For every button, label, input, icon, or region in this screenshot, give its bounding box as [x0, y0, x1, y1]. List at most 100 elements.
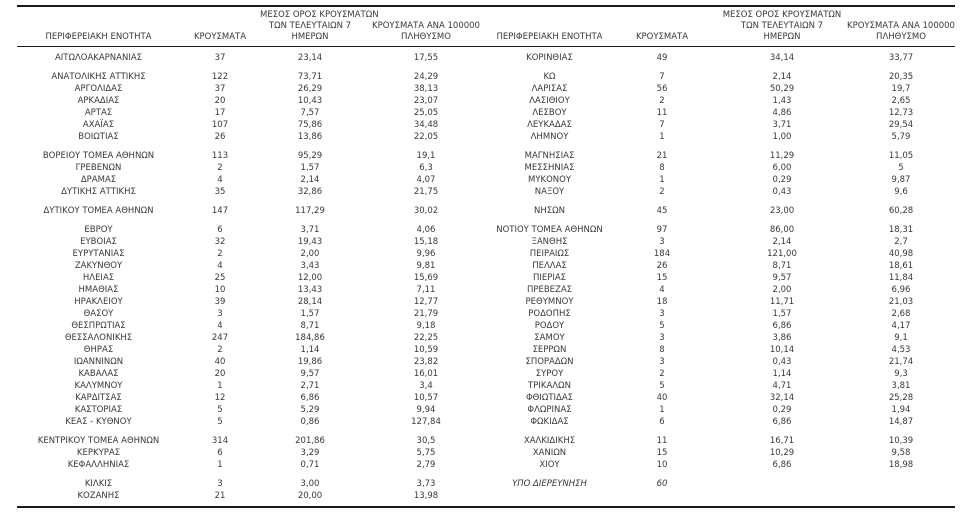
- avg7-cell: 2,14: [300, 175, 320, 185]
- region-cell: ΚΑΡΔΙΤΣΑΣ: [75, 393, 122, 403]
- cases-cell: 113: [211, 151, 229, 161]
- cases-cell: 5: [217, 417, 223, 427]
- cases-cell: 3: [659, 333, 665, 343]
- per100k-cell: 34,48: [413, 120, 439, 130]
- cases-cell: 10: [656, 460, 668, 470]
- avg7-cell: 1,14: [772, 369, 792, 379]
- header-per100k-line2: ΠΛΗΘΥΣΜΟ: [401, 32, 451, 42]
- avg7-cell: 201,86: [295, 436, 325, 446]
- per100k-cell: 3,73: [416, 479, 436, 489]
- per100k-cell: 9,94: [416, 405, 436, 415]
- per100k-cell: 17,55: [413, 53, 439, 63]
- cases-cell: 2: [217, 163, 223, 173]
- region-cell: ΛΑΣΙΘΙΟΥ: [529, 96, 570, 106]
- region-cell: [492, 490, 607, 507]
- per100k-cell: 9,3: [894, 369, 908, 379]
- avg7-cell: [717, 490, 847, 507]
- per100k-cell: [847, 490, 955, 507]
- per100k-cell: 11,05: [888, 151, 914, 161]
- per100k-cell: 22,25: [413, 333, 439, 343]
- table-row: ΓΡΕΒΕΝΩΝ 2 1,57 6,3 ΜΕΣΣΗΝΙΑΣ 8 6,00 5: [17, 162, 955, 174]
- region-cell: ΗΡΑΚΛΕΙΟΥ: [74, 297, 123, 307]
- cases-cell: 21: [656, 151, 668, 161]
- per100k-cell: 15,69: [413, 273, 439, 283]
- per100k-cell: 24,29: [413, 72, 439, 82]
- region-cell: ΘΑΣΟΥ: [83, 309, 114, 319]
- per100k-cell: 10,59: [413, 345, 439, 355]
- cases-cell: 11: [656, 108, 668, 118]
- avg7-cell: 6,86: [772, 460, 792, 470]
- region-cell: ΓΡΕΒΕΝΩΝ: [75, 163, 122, 173]
- header-cases-label: ΚΡΟΥΣΜΑΤΑ: [193, 32, 247, 42]
- cases-cell: 5: [217, 405, 223, 415]
- avg7-cell: 73,71: [297, 72, 323, 82]
- region-cell: ΤΡΙΚΑΛΩΝ: [528, 381, 571, 391]
- cases-cell: 40: [656, 393, 668, 403]
- per100k-cell: 20,35: [888, 72, 914, 82]
- per100k-cell: 2,65: [891, 96, 911, 106]
- cases-cell: [607, 490, 717, 507]
- per100k-cell: 13,98: [413, 491, 439, 501]
- avg7-cell: 8,71: [300, 321, 320, 331]
- avg7-cell: 13,86: [297, 132, 323, 142]
- region-cell: ΘΗΡΑΣ: [83, 345, 114, 355]
- avg7-cell: 26,29: [297, 84, 323, 94]
- header-avg7-line1: ΜΕΣΟΣ ΟΡΟΣ ΚΡΟΥΣΜΑΤΩΝ: [260, 10, 379, 20]
- spacer-cell: [17, 64, 955, 71]
- cases-cell: 4: [217, 261, 223, 271]
- header-region-left: ΠΕΡΙΦΕΡΕΙΑΚΗ ΕΝΟΤΗΤΑ: [17, 6, 180, 47]
- region-cell: ΠΕΙΡΑΙΩΣ: [529, 249, 570, 259]
- table-row: ΘΑΣΟΥ 3 1,57 21,79 ΡΟΔΟΠΗΣ 3 1,57 2,68: [17, 308, 955, 320]
- cases-cell: 21: [214, 491, 226, 501]
- per100k-cell: 127,84: [411, 417, 441, 427]
- spacer-row: [17, 143, 955, 150]
- region-cell: ΝΟΤΙΟΥ ΤΟΜΕΑ ΑΘΗΝΩΝ: [496, 225, 603, 235]
- spacer-row: [17, 198, 955, 205]
- header-avg7-right: ΜΕΣΟΣ ΟΡΟΣ ΚΡΟΥΣΜΑΤΩΝ ΤΩΝ ΤΕΛΕΥΤΑΙΩΝ 7 Η…: [717, 6, 847, 47]
- avg7-cell: 4,71: [772, 381, 792, 391]
- region-cell: ΛΕΥΚΑΔΑΣ: [527, 120, 572, 130]
- per100k-cell: 23,07: [413, 96, 439, 106]
- spacer-cell: [17, 428, 955, 435]
- header-per100k-left: ΚΡΟΥΣΜΑΤΑ ΑΝΑ 100000 ΠΛΗΘΥΣΜΟ: [360, 6, 492, 47]
- table-row: ΔΥΤΙΚΗΣ ΑΤΤΙΚΗΣ 35 32,86 21,75 ΝΑΞΟΥ 2 0,43 9,6: [17, 186, 955, 198]
- avg7-cell: 16,71: [769, 436, 795, 446]
- region-cell: ΣΑΜΟΥ: [534, 333, 565, 343]
- cases-cell: 3: [217, 309, 223, 319]
- table-row: ΔΥΤΙΚΟΥ ΤΟΜΕΑ ΑΘΗΝΩΝ 147 117,29 30,02 ΝΗΣΩΝ 4…: [17, 205, 955, 217]
- cases-cell: 1: [659, 132, 665, 142]
- avg7-cell: 9,57: [772, 273, 792, 283]
- avg7-cell: 6,86: [772, 417, 792, 427]
- spacer-row: [17, 471, 955, 478]
- table-row: ΚΑΣΤΟΡΙΑΣ 5 5,29 9,94 ΦΛΩΡΙΝΑΣ 1 0,29 1,94: [17, 404, 955, 416]
- per100k-cell: 19,1: [416, 151, 436, 161]
- per100k-cell: 16,01: [413, 369, 439, 379]
- region-cell: ΠΙΕΡΙΑΣ: [532, 273, 567, 283]
- region-cell: ΝΗΣΩΝ: [534, 206, 565, 216]
- table-row: ΗΡΑΚΛΕΙΟΥ 39 28,14 12,77 ΡΕΘΥΜΝΟΥ 18 11,71 21,0…: [17, 296, 955, 308]
- region-cell: ΑΡΚΑΔΙΑΣ: [77, 96, 120, 106]
- cases-cell: 2: [659, 187, 665, 197]
- per100k-cell: 5: [898, 163, 904, 173]
- per100k-cell: 21,74: [888, 357, 914, 367]
- cases-cell: 39: [214, 297, 226, 307]
- region-cell: ΚΕΑΣ - ΚΥΘΝΟΥ: [65, 417, 132, 427]
- cases-cell: 2: [217, 345, 223, 355]
- cases-cell: 26: [214, 132, 226, 142]
- per100k-cell: 11,84: [888, 273, 914, 283]
- region-cell: ΣΕΡΡΩΝ: [532, 345, 567, 355]
- avg7-cell: 4,86: [772, 108, 792, 118]
- per100k-cell: 14,87: [888, 417, 914, 427]
- region-cell: ΚΕΡΚΥΡΑΣ: [76, 448, 121, 458]
- table-row: ΚΕΡΚΥΡΑΣ 6 3,29 5,75 ΧΑΝΙΩΝ 15 10,29 9,58: [17, 447, 955, 459]
- table-row: ΚΑΒΑΛΑΣ 20 9,57 16,01 ΣΥΡΟΥ 2 1,14 9,3: [17, 368, 955, 380]
- avg7-cell: 3,00: [300, 479, 320, 489]
- cases-cell: 6: [217, 448, 223, 458]
- avg7-cell: 34,14: [769, 53, 795, 63]
- avg7-cell: [717, 478, 847, 490]
- region-cell: ΜΕΣΣΗΝΙΑΣ: [524, 163, 575, 173]
- table-row: ΚΑΛΥΜΝΟΥ 1 2,71 3,4 ΤΡΙΚΑΛΩΝ 5 4,71 3,81: [17, 380, 955, 392]
- spacer-cell: [17, 217, 955, 224]
- header-per100k-right: ΚΡΟΥΣΜΑΤΑ ΑΝΑ 100000 ΠΛΗΘΥΣΜΟ: [847, 6, 955, 47]
- region-cell: ΠΕΛΛΑΣ: [532, 261, 567, 271]
